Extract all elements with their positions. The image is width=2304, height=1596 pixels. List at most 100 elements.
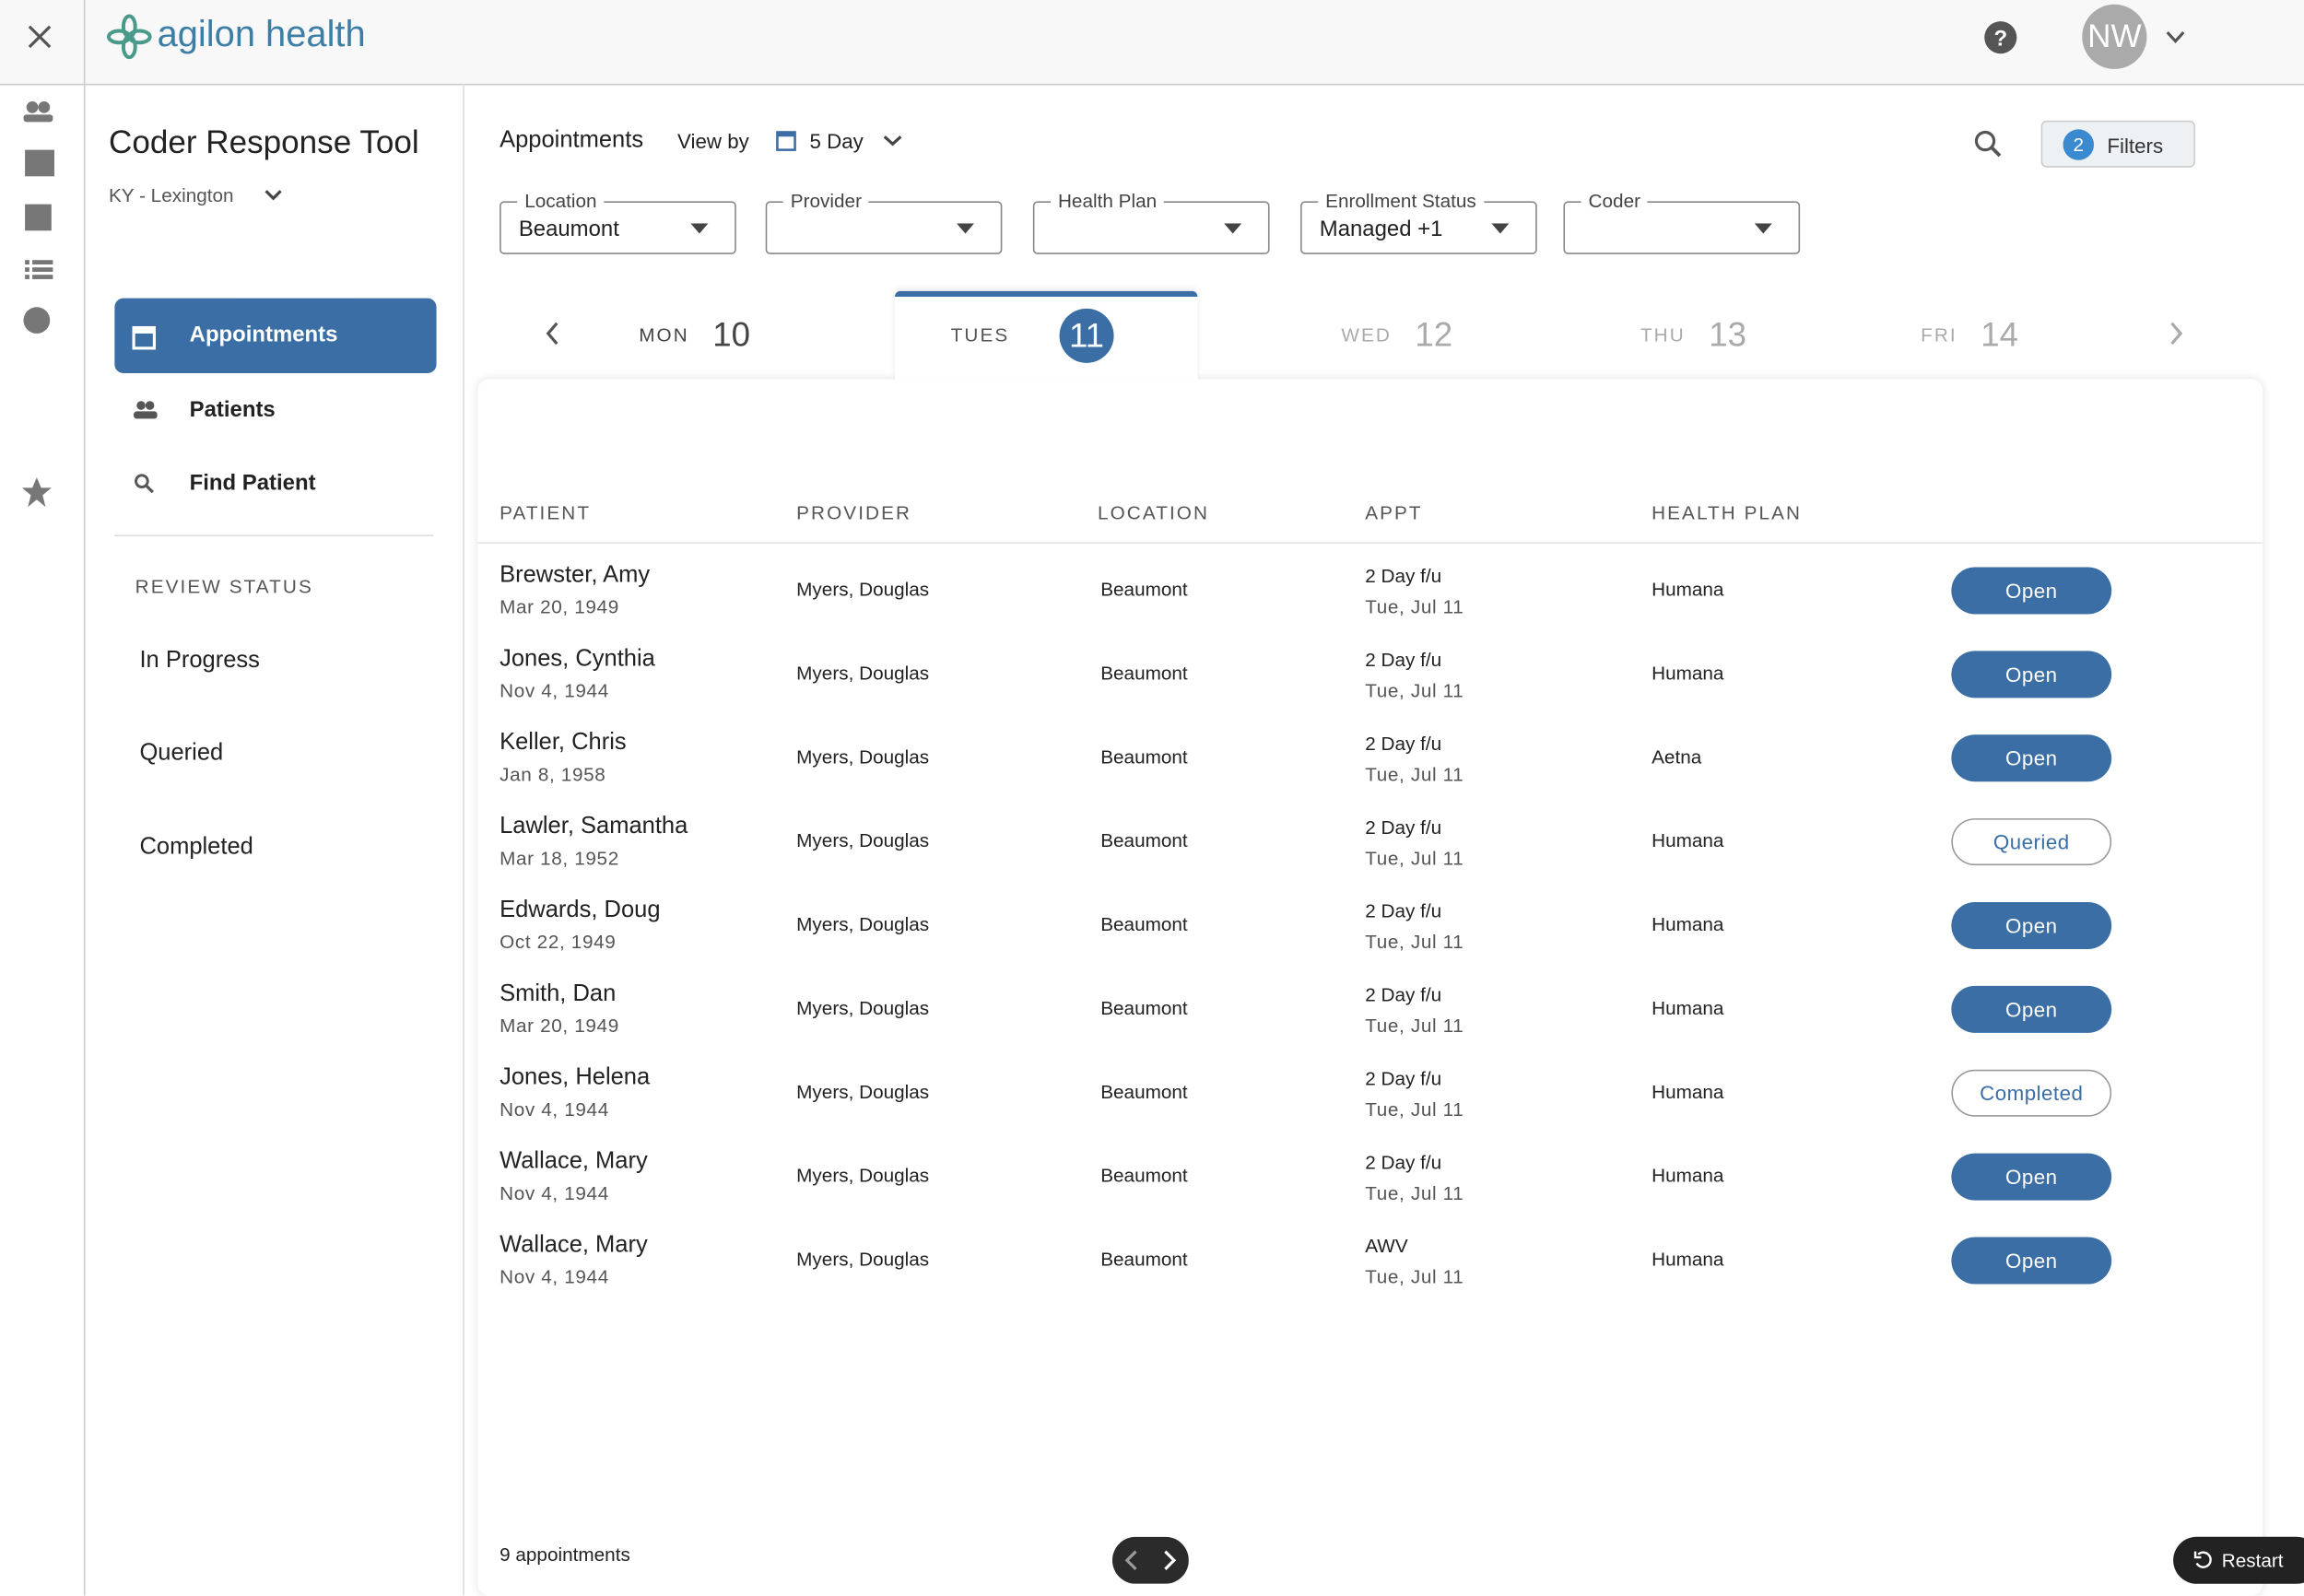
provider: Myers, Douglas bbox=[796, 996, 930, 1019]
filter-field[interactable] bbox=[500, 201, 736, 254]
provider: Myers, Douglas bbox=[796, 1164, 930, 1187]
status-button[interactable]: Completed bbox=[1951, 1069, 2112, 1117]
pager[interactable] bbox=[1111, 1536, 1189, 1584]
filter-caret[interactable] bbox=[1224, 223, 1242, 235]
status-link[interactable]: In Progress bbox=[139, 648, 260, 674]
day-date[interactable]: 11 bbox=[1059, 308, 1114, 363]
nav-item[interactable]: Appointments bbox=[189, 322, 338, 348]
provider: Myers, Douglas bbox=[796, 662, 930, 685]
filters-label[interactable]: Filters bbox=[2107, 134, 2164, 158]
provider: Myers, Douglas bbox=[796, 745, 930, 769]
region-menu[interactable] bbox=[263, 186, 283, 204]
help-button[interactable]: ? bbox=[1983, 20, 2017, 54]
patient-dob: Mar 20, 1949 bbox=[500, 595, 619, 618]
appt-type: 2 Day f/u bbox=[1365, 1151, 1442, 1174]
column-header: PATIENT bbox=[500, 501, 592, 524]
status-link[interactable]: Queried bbox=[139, 740, 224, 766]
status-button[interactable]: Queried bbox=[1951, 818, 2112, 866]
restart-button[interactable] bbox=[2173, 1536, 2304, 1584]
patient-name[interactable]: Smith, Dan bbox=[500, 981, 617, 1007]
status-button[interactable]: Open bbox=[1951, 651, 2112, 698]
appt-type: 2 Day f/u bbox=[1365, 732, 1442, 755]
section-heading: REVIEW STATUS bbox=[135, 575, 313, 598]
filter-field[interactable] bbox=[1563, 201, 1801, 254]
patient-name[interactable]: Lawler, Samantha bbox=[500, 814, 688, 839]
avatar-menu[interactable] bbox=[2165, 28, 2187, 45]
status-button[interactable]: Open bbox=[1951, 985, 2112, 1033]
patient-dob: Oct 22, 1949 bbox=[500, 931, 617, 953]
filter-caret[interactable] bbox=[1491, 223, 1510, 235]
logo-text: agilon health bbox=[157, 14, 366, 55]
divider bbox=[114, 534, 434, 536]
location: Beaumont bbox=[1100, 829, 1188, 851]
status-button[interactable]: Open bbox=[1951, 567, 2112, 615]
patient-dob: Nov 4, 1944 bbox=[500, 679, 609, 702]
patient-name[interactable]: Wallace, Mary bbox=[500, 1232, 648, 1258]
location: Beaumont bbox=[1100, 578, 1188, 601]
patient-dob: Mar 18, 1952 bbox=[500, 847, 619, 870]
view-select[interactable]: 5 Day bbox=[809, 129, 864, 153]
day-name[interactable]: WED bbox=[1341, 323, 1392, 346]
day-date[interactable]: 12 bbox=[1415, 314, 1453, 354]
sidebar-border bbox=[463, 83, 464, 1596]
active-tab bbox=[894, 290, 1198, 382]
patient-dob: Nov 4, 1944 bbox=[500, 1097, 609, 1121]
health-plan: Humana bbox=[1652, 1164, 1724, 1187]
day-name[interactable]: THU bbox=[1640, 323, 1686, 346]
patient-dob: Nov 4, 1944 bbox=[500, 1265, 609, 1288]
location: Beaumont bbox=[1100, 996, 1188, 1019]
status-button[interactable]: Open bbox=[1951, 901, 2112, 949]
location: Beaumont bbox=[1100, 912, 1188, 935]
close-button[interactable] bbox=[25, 22, 54, 52]
status-button[interactable]: Open bbox=[1951, 734, 2112, 782]
provider: Myers, Douglas bbox=[796, 829, 930, 851]
logo-icon bbox=[106, 14, 152, 60]
provider: Myers, Douglas bbox=[796, 912, 930, 935]
filter-caret[interactable] bbox=[956, 223, 975, 235]
filter-field[interactable] bbox=[765, 201, 1003, 254]
patient-name[interactable]: Wallace, Mary bbox=[500, 1148, 648, 1174]
filter-badge: 2 bbox=[2063, 129, 2095, 160]
health-plan: Humana bbox=[1652, 912, 1724, 935]
avatar[interactable]: NW bbox=[2082, 4, 2147, 69]
day-name[interactable]: MON bbox=[639, 323, 689, 346]
patient-name[interactable]: Jones, Cynthia bbox=[500, 646, 655, 672]
icon-rail[interactable] bbox=[20, 96, 58, 536]
status-link[interactable]: Completed bbox=[139, 834, 253, 860]
appt-type: 2 Day f/u bbox=[1365, 816, 1442, 839]
column-header: LOCATION bbox=[1098, 501, 1210, 524]
day-name[interactable]: TUES bbox=[950, 323, 1010, 346]
nav-icon bbox=[134, 401, 158, 419]
nav-item[interactable]: Find Patient bbox=[189, 471, 316, 497]
view-menu[interactable] bbox=[882, 132, 904, 149]
health-plan: Humana bbox=[1652, 662, 1724, 685]
patient-name[interactable]: Brewster, Amy bbox=[500, 562, 651, 588]
day-date[interactable]: 13 bbox=[1709, 314, 1747, 354]
patient-name[interactable]: Edwards, Doug bbox=[500, 898, 661, 923]
health-plan: Humana bbox=[1652, 578, 1724, 601]
restart-label[interactable]: Restart bbox=[2221, 1549, 2284, 1572]
location: Beaumont bbox=[1100, 745, 1188, 769]
prev-week[interactable] bbox=[544, 321, 561, 347]
nav-item[interactable]: Patients bbox=[189, 397, 276, 423]
day-date[interactable]: 10 bbox=[712, 314, 751, 354]
status-button[interactable]: Open bbox=[1951, 1153, 2112, 1201]
appt-date: Tue, Jul 11 bbox=[1365, 679, 1464, 702]
day-name[interactable]: FRI bbox=[1921, 323, 1957, 346]
filter-label: Health Plan bbox=[1050, 189, 1165, 212]
status-button[interactable]: Open bbox=[1951, 1237, 2112, 1285]
patient-name[interactable]: Jones, Helena bbox=[500, 1064, 651, 1091]
day-date[interactable]: 14 bbox=[1981, 314, 2019, 354]
patient-name[interactable]: Keller, Chris bbox=[500, 730, 627, 756]
filter-caret[interactable] bbox=[1754, 223, 1772, 235]
filter-caret[interactable] bbox=[690, 223, 709, 235]
region[interactable]: KY - Lexington bbox=[108, 184, 234, 207]
search-button[interactable] bbox=[1973, 129, 2003, 158]
location: Beaumont bbox=[1100, 1164, 1188, 1187]
appt-type: 2 Day f/u bbox=[1365, 1067, 1442, 1090]
column-header: APPT bbox=[1365, 501, 1423, 524]
filter-label: Enrollment Status bbox=[1318, 189, 1484, 212]
next-week[interactable] bbox=[2168, 321, 2185, 347]
appt-date: Tue, Jul 11 bbox=[1365, 847, 1464, 870]
app-title: Coder Response Tool bbox=[108, 123, 419, 160]
